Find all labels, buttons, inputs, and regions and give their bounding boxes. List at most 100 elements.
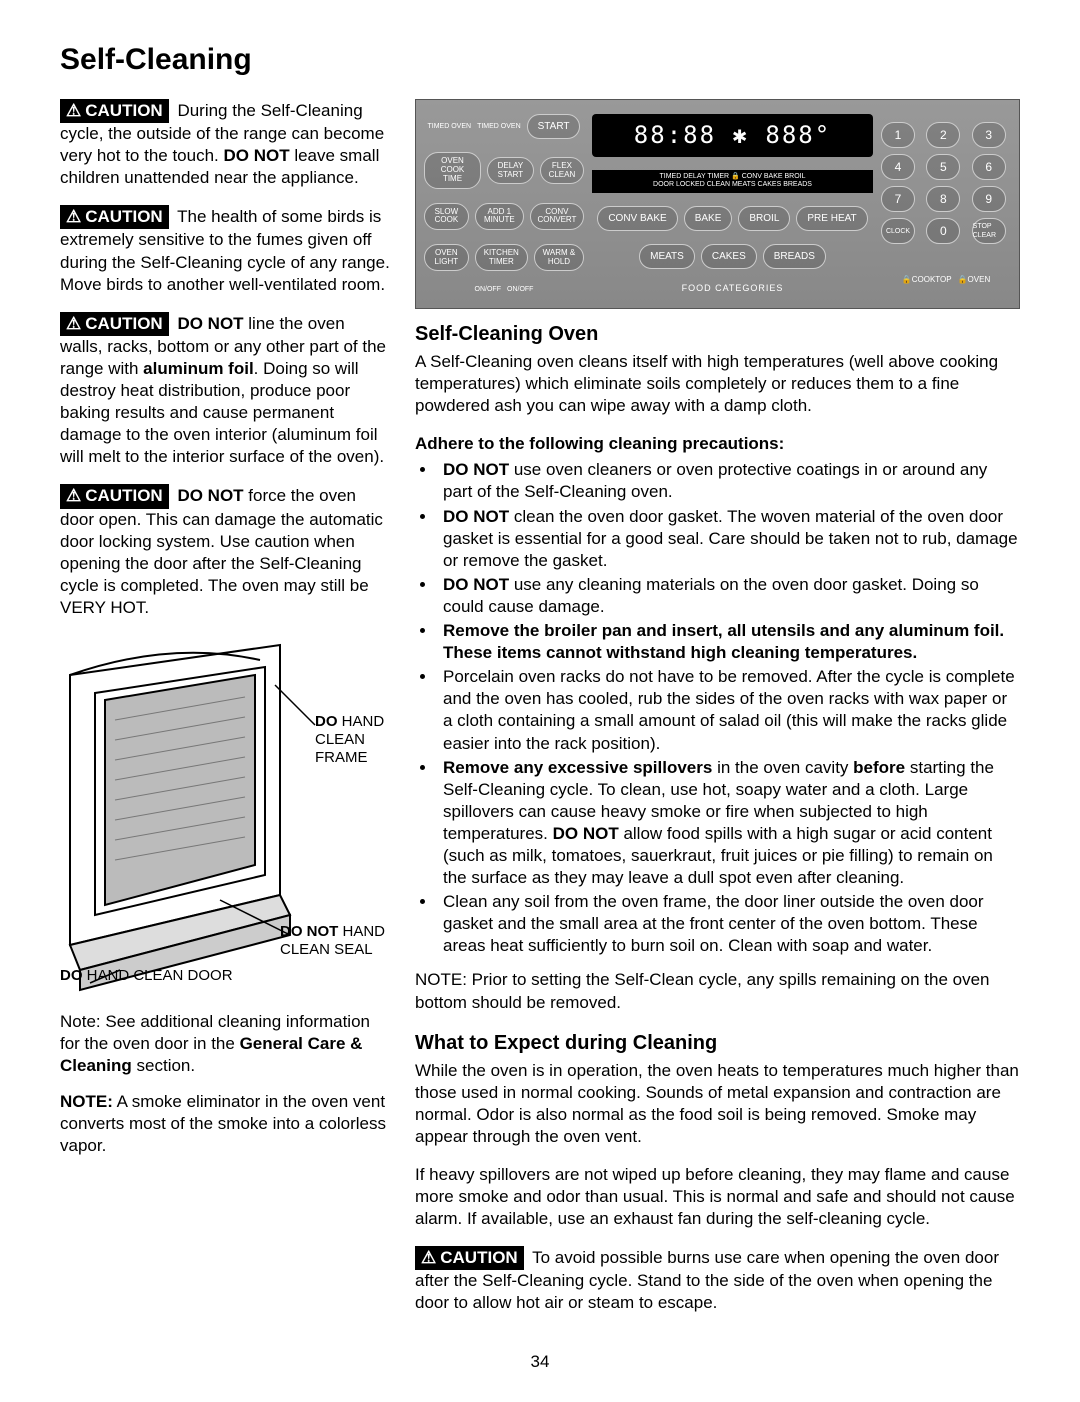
- li-bold: DO NOT: [443, 575, 509, 594]
- key-7[interactable]: 7: [881, 186, 915, 212]
- precaution-item: Remove any excessive spillovers in the o…: [437, 757, 1020, 890]
- note1-c: section.: [132, 1056, 195, 1075]
- key-stop-clear[interactable]: STOP CLEAR: [972, 218, 1006, 244]
- cakes-button[interactable]: CAKES: [701, 244, 757, 269]
- diagram-label-door: DO HAND CLEAN DOOR: [60, 967, 233, 985]
- caution-3-bold2: aluminum foil: [143, 359, 254, 378]
- page-title: Self-Cleaning: [60, 40, 1020, 79]
- self-cleaning-oven-heading: Self-Cleaning Oven: [415, 321, 1020, 347]
- what-to-expect-heading: What to Expect during Cleaning: [415, 1030, 1020, 1056]
- key-6[interactable]: 6: [972, 154, 1006, 180]
- precaution-item: Porcelain oven racks do not have to be r…: [437, 666, 1020, 754]
- caution-label: CAUTION: [60, 205, 169, 229]
- diagram-label-seal: DO NOT HAND CLEAN SEAL: [280, 923, 390, 959]
- note2-a: NOTE:: [60, 1092, 113, 1111]
- li-text: clean the oven door gasket. The woven ma…: [443, 507, 1018, 570]
- main-columns: CAUTION During the Self-Cleaning cycle, …: [60, 99, 1020, 1331]
- caution-3-bold1: DO NOT: [177, 314, 243, 333]
- li-bold: Remove the broiler pan and insert, all u…: [443, 621, 1004, 662]
- conv-convert-button[interactable]: CONV CONVERT: [530, 203, 584, 231]
- keypad: 1 2 3 4 5 6 7 8 9 CLOCK 0 STOP CLEAR: [881, 122, 1011, 244]
- panel-label: TIMED OVEN: [428, 122, 472, 131]
- caution-2: CAUTION The health of some birds is extr…: [60, 205, 390, 295]
- onoff-label: ON/OFF: [475, 285, 501, 294]
- warm-hold-button[interactable]: WARM & HOLD: [534, 244, 584, 272]
- donot-label: DO NOT: [280, 923, 338, 940]
- delay-start-button[interactable]: DELAY START: [487, 157, 534, 185]
- kitchen-timer-button[interactable]: KITCHEN TIMER: [475, 244, 528, 272]
- caution-1: CAUTION During the Self-Cleaning cycle, …: [60, 99, 390, 189]
- li-bold: before: [853, 758, 905, 777]
- precaution-item: Remove the broiler pan and insert, all u…: [437, 620, 1020, 664]
- start-button[interactable]: START: [527, 114, 581, 139]
- caution-4-bold: DO NOT: [177, 486, 243, 505]
- caution-4: CAUTION DO NOT force the oven door open.…: [60, 484, 390, 619]
- li-text: Porcelain oven racks do not have to be r…: [443, 667, 1015, 752]
- precaution-item: DO NOT use oven cleaners or oven protect…: [437, 459, 1020, 503]
- meats-button[interactable]: MEATS: [639, 244, 695, 269]
- caution-label: CAUTION: [60, 312, 169, 336]
- key-2[interactable]: 2: [926, 122, 960, 148]
- li-bold: DO NOT: [443, 460, 509, 479]
- left-note-2: NOTE: A smoke eliminator in the oven ven…: [60, 1091, 390, 1157]
- caution-3: CAUTION DO NOT line the oven walls, rack…: [60, 312, 390, 469]
- hand-clean-door-label: HAND CLEAN DOOR: [83, 967, 233, 984]
- panel-left-zone: TIMED OVEN TIMED OVEN START OVEN COOK TI…: [424, 110, 584, 298]
- key-clock[interactable]: CLOCK: [881, 218, 915, 244]
- li-text: use oven cleaners or oven protective coa…: [443, 460, 987, 501]
- diagram-label-frame: DO HAND CLEAN FRAME: [315, 713, 390, 767]
- what-to-expect-p1: While the oven is in operation, the oven…: [415, 1060, 1020, 1148]
- panel-display: 88:88 ✱ 888°: [592, 114, 873, 157]
- precautions-heading: Adhere to the following cleaning precaut…: [415, 433, 1020, 455]
- add-1-minute-button[interactable]: ADD 1 MINUTE: [475, 203, 524, 231]
- key-5[interactable]: 5: [926, 154, 960, 180]
- precaution-item: DO NOT use any cleaning materials on the…: [437, 574, 1020, 618]
- key-9[interactable]: 9: [972, 186, 1006, 212]
- caution-1-bold: DO NOT: [223, 146, 289, 165]
- precautions-list: DO NOT use oven cleaners or oven protect…: [415, 459, 1020, 957]
- key-8[interactable]: 8: [926, 186, 960, 212]
- page-number: 34: [60, 1351, 1020, 1373]
- precaution-item: DO NOT clean the oven door gasket. The w…: [437, 506, 1020, 572]
- cooktop-lock-label: 🔒COOKTOP: [902, 275, 952, 285]
- preheat-button[interactable]: PRE HEAT: [796, 206, 867, 231]
- panel-label: TIMED OVEN: [477, 122, 521, 131]
- bake-button[interactable]: BAKE: [684, 206, 733, 231]
- oven-light-button[interactable]: OVEN LIGHT: [424, 244, 469, 272]
- caution-5: CAUTION To avoid possible burns use care…: [415, 1246, 1020, 1314]
- key-0[interactable]: 0: [926, 218, 960, 244]
- conv-bake-button[interactable]: CONV BAKE: [597, 206, 677, 231]
- do-label: DO: [315, 713, 338, 730]
- li-bold: DO NOT: [443, 507, 509, 526]
- what-to-expect-p2: If heavy spillovers are not wiped up bef…: [415, 1164, 1020, 1230]
- left-note-1: Note: See additional cleaning informatio…: [60, 1011, 390, 1077]
- oven-cook-time-button[interactable]: OVEN COOK TIME: [424, 152, 481, 188]
- flex-clean-button[interactable]: FLEX CLEAN: [540, 157, 584, 185]
- breads-button[interactable]: BREADS: [763, 244, 826, 269]
- caution-label: CAUTION: [60, 484, 169, 508]
- right-column: TIMED OVEN TIMED OVEN START OVEN COOK TI…: [415, 99, 1020, 1331]
- precaution-item: Clean any soil from the oven frame, the …: [437, 891, 1020, 957]
- li-text: Clean any soil from the oven frame, the …: [443, 892, 984, 955]
- broil-button[interactable]: BROIL: [738, 206, 790, 231]
- self-cleaning-oven-para: A Self-Cleaning oven cleans itself with …: [415, 351, 1020, 417]
- caution-label: CAUTION: [60, 99, 169, 123]
- food-categories-label: FOOD CATEGORIES: [592, 283, 873, 295]
- onoff-label: ON/OFF: [507, 285, 533, 294]
- oven-lock-label: 🔒OVEN: [958, 275, 991, 285]
- li-bold: DO NOT: [553, 824, 619, 843]
- li-text: in the oven cavity: [712, 758, 853, 777]
- panel-display-sub: TIMED DELAY TIMER 🔒 CONV BAKE BROIL DOOR…: [592, 170, 873, 193]
- do-label2: DO: [60, 967, 83, 984]
- note-para: NOTE: Prior to setting the Self-Clean cy…: [415, 969, 1020, 1013]
- li-bold: Remove any excessive spillovers: [443, 758, 712, 777]
- oven-diagram: DO HAND CLEAN FRAME DO NOT HAND CLEAN SE…: [60, 635, 390, 995]
- slow-cook-button[interactable]: SLOW COOK: [424, 203, 469, 231]
- li-text: use any cleaning materials on the oven d…: [443, 575, 979, 616]
- key-4[interactable]: 4: [881, 154, 915, 180]
- control-panel: TIMED OVEN TIMED OVEN START OVEN COOK TI…: [415, 99, 1020, 309]
- key-1[interactable]: 1: [881, 122, 915, 148]
- panel-center-zone: 88:88 ✱ 888° TIMED DELAY TIMER 🔒 CONV BA…: [592, 110, 873, 298]
- key-3[interactable]: 3: [972, 122, 1006, 148]
- panel-right-zone: 1 2 3 4 5 6 7 8 9 CLOCK 0 STOP CLEAR 🔒CO…: [881, 110, 1011, 298]
